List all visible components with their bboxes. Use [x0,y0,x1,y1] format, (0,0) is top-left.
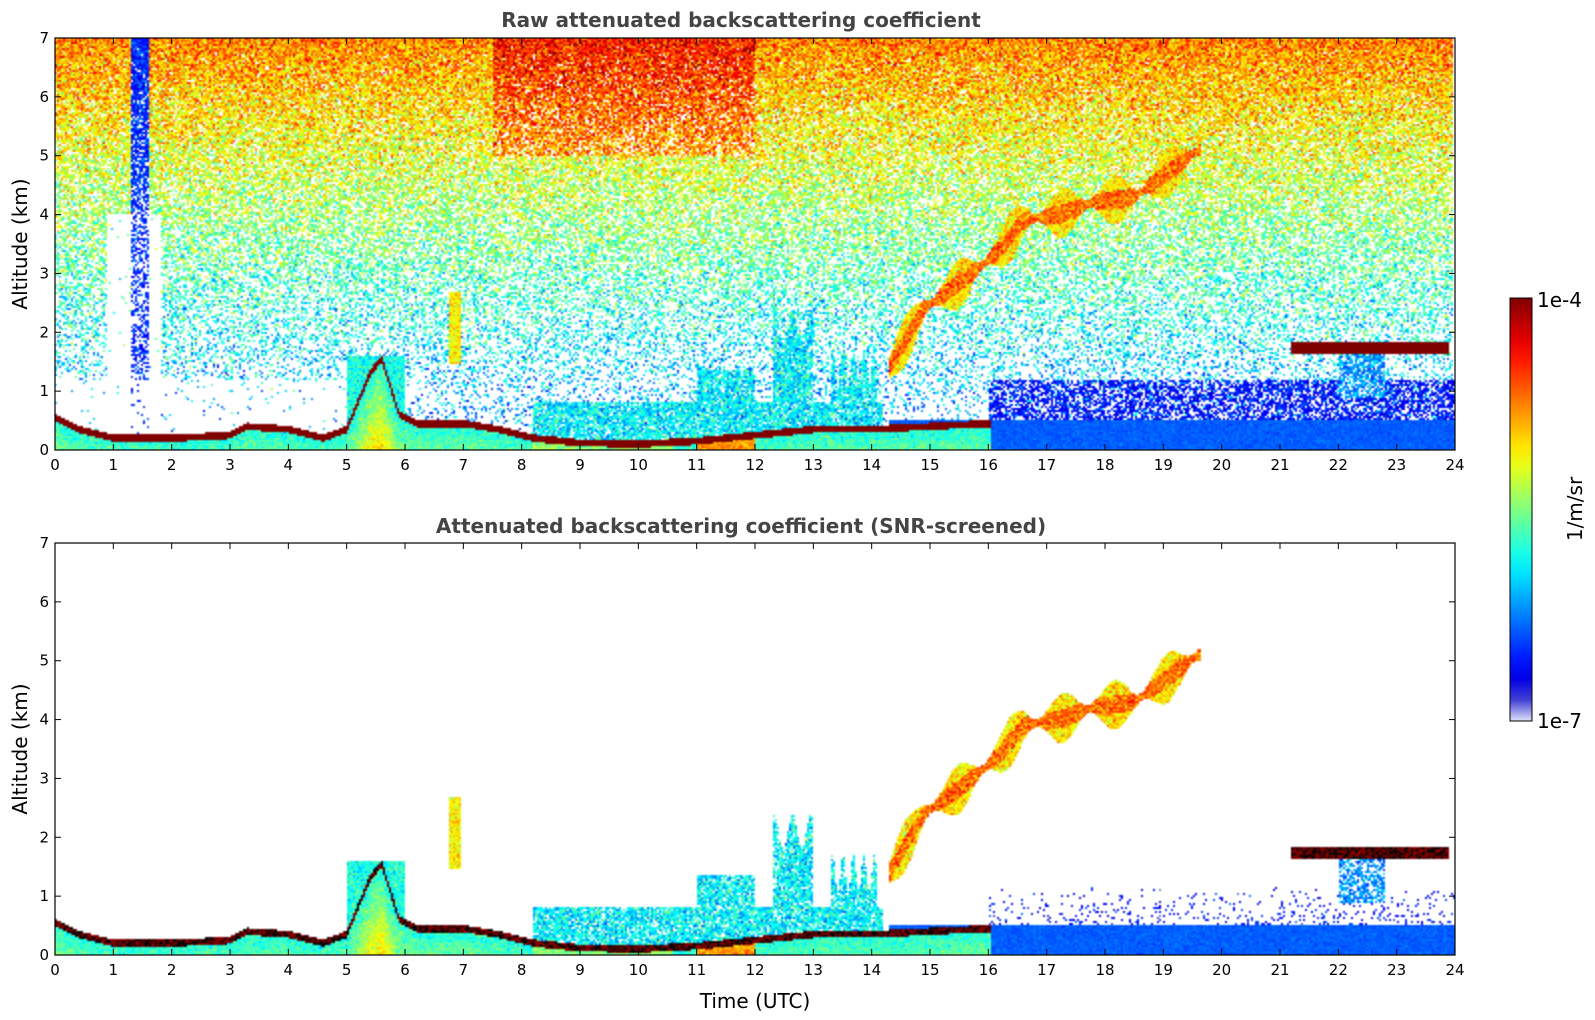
y-tick-label: 0 [39,946,49,964]
x-tick-label: 0 [50,961,60,979]
x-tick-label: 9 [575,961,585,979]
x-tick-label: 11 [687,961,706,979]
colorbar-min-label: 1e-7 [1537,709,1582,733]
y-tick-label: 5 [39,652,49,670]
y-tick-label: 0 [39,441,49,459]
x-tick-label: 14 [862,961,881,979]
panel-snr-screened: Attenuated backscattering coefficient (S… [8,514,1465,1013]
x-tick-label: 1 [109,961,119,979]
x-tick-label: 15 [920,456,939,474]
y-tick-label: 5 [39,147,49,165]
y-tick-label: 6 [39,88,49,106]
x-tick-label: 12 [745,961,764,979]
x-tick-label: 20 [1212,961,1231,979]
x-tick-label: 23 [1387,961,1406,979]
y-tick-label: 7 [39,29,49,47]
x-tick-label: 16 [979,456,998,474]
x-tick-label: 3 [225,456,235,474]
x-tick-label: 5 [342,961,352,979]
x-tick-label: 15 [920,961,939,979]
x-tick-label: 10 [629,961,648,979]
x-tick-label: 4 [284,456,294,474]
x-tick-label: 5 [342,456,352,474]
y-tick-label: 3 [39,264,49,282]
colorbar-max-label: 1e-4 [1537,288,1582,312]
x-tick-label: 3 [225,961,235,979]
panel-raw: Raw attenuated backscattering coefficien… [8,8,1465,474]
x-tick-label: 23 [1387,456,1406,474]
x-tick-label: 21 [1270,961,1289,979]
x-tick-label: 8 [517,961,527,979]
x-tick-label: 12 [745,456,764,474]
x-tick-label: 17 [1037,456,1056,474]
x-tick-label: 14 [862,456,881,474]
axis-ticks: 0 1 2 3 4 5 6 7 8 9 10 11 12 13 14 15 16 17 18 19 20 21 22 23 24… [39,29,1464,474]
x-tick-label: 10 [629,456,648,474]
x-tick-label: 7 [459,456,469,474]
x-tick-label: 8 [517,456,527,474]
x-tick-label: 19 [1154,961,1173,979]
x-tick-label: 17 [1037,961,1056,979]
x-tick-label: 2 [167,961,177,979]
x-tick-label: 24 [1445,456,1464,474]
x-tick-label: 0 [50,456,60,474]
y-tick-label: 2 [39,323,49,341]
x-tick-label: 7 [459,961,469,979]
x-tick-label: 18 [1095,961,1114,979]
y-tick-label: 7 [39,534,49,552]
backscatter-heatmap [55,543,1455,955]
x-tick-label: 4 [284,961,294,979]
y-axis-label: Altitude (km) [8,683,32,814]
x-axis-label: Time (UTC) [699,989,811,1013]
y-tick-label: 4 [39,206,49,224]
y-tick-label: 2 [39,828,49,846]
y-tick-label: 1 [39,887,49,905]
colorbar-scale [1509,297,1533,722]
x-tick-label: 2 [167,456,177,474]
x-tick-label: 11 [687,456,706,474]
colorbar: 1e-4 1e-7 1/m/sr [1509,288,1587,733]
x-tick-label: 22 [1329,961,1348,979]
y-axis-label: Altitude (km) [8,178,32,309]
x-tick-label: 13 [804,961,823,979]
x-tick-label: 22 [1329,456,1348,474]
x-tick-label: 16 [979,961,998,979]
y-tick-label: 6 [39,593,49,611]
y-tick-label: 3 [39,769,49,787]
y-tick-label: 4 [39,711,49,729]
colorbar-unit-label: 1/m/sr [1563,476,1587,541]
x-tick-label: 13 [804,456,823,474]
x-tick-label: 20 [1212,456,1231,474]
y-tick-label: 1 [39,382,49,400]
panel-title: Attenuated backscattering coefficient (S… [436,514,1046,538]
x-tick-label: 9 [575,456,585,474]
x-tick-label: 18 [1095,456,1114,474]
x-tick-label: 1 [109,456,119,474]
x-tick-label: 6 [400,456,410,474]
x-tick-label: 6 [400,961,410,979]
panel-title: Raw attenuated backscattering coefficien… [501,8,981,32]
x-tick-label: 21 [1270,456,1289,474]
x-tick-label: 19 [1154,456,1173,474]
backscatter-heatmap [55,38,1455,450]
x-tick-label: 24 [1445,961,1464,979]
axis-ticks: 0 1 2 3 4 5 6 7 8 9 10 11 12 13 14 15 16 17 18 19 20 21 22 23 24… [39,534,1464,979]
